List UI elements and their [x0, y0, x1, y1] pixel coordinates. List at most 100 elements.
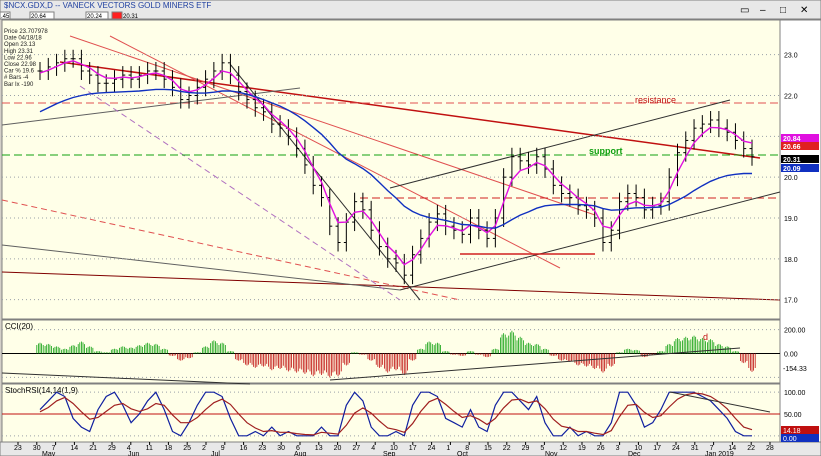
info-line: # Bars -4 — [4, 75, 29, 81]
price-bar — [476, 209, 482, 240]
price-bar — [501, 168, 507, 227]
date-tick-label: 26 — [597, 445, 605, 452]
cci-title: CCI(20) — [5, 322, 33, 331]
price-bar — [360, 192, 366, 219]
price-tick-label: 20.0 — [784, 175, 798, 182]
price-bar — [583, 196, 589, 219]
month-label: Oct — [457, 451, 468, 456]
minimize-icon[interactable]: – — [760, 5, 766, 16]
price-bar — [691, 119, 697, 150]
price-bar — [484, 221, 490, 248]
price-value-label: 20.31 — [781, 155, 819, 164]
price-bar — [550, 160, 556, 195]
date-tick-label: 21 — [89, 445, 97, 452]
stochrsi-axis-ticks: 100.00 50.00 14.180.00 — [781, 390, 819, 443]
date-tick-label: 19 — [578, 445, 586, 452]
price-bar — [534, 147, 540, 174]
info-line: High 23.31 — [4, 49, 34, 55]
month-label: Dec — [628, 451, 641, 456]
date-tick-label: 13 — [315, 445, 323, 452]
date-tick-label: 1 — [446, 445, 450, 452]
trendline-red-bottom — [1, 271, 781, 301]
price-bar — [732, 123, 738, 150]
month-label: Sep — [383, 451, 396, 456]
price-bar — [418, 229, 424, 264]
stochrsi-tick-label: 100.00 — [784, 390, 806, 397]
month-label: Jan 2019 — [705, 451, 734, 456]
price-bar — [261, 98, 267, 121]
price-bar — [87, 62, 93, 85]
date-tick-label: 4 — [127, 445, 131, 452]
price-bar — [567, 184, 573, 207]
date-tick-label: 17 — [409, 445, 417, 452]
price-bar — [641, 188, 647, 219]
price-bar — [70, 49, 76, 68]
price-bar — [385, 237, 391, 268]
date-tick-label: 17 — [653, 445, 661, 452]
stochrsi-trendline — [669, 391, 771, 413]
month-label: Jun — [128, 451, 139, 456]
trendline-red-main — [59, 61, 761, 159]
price-bar — [78, 49, 84, 80]
cci-tick-label: 0.00 — [784, 352, 798, 359]
svg-text:20.84: 20.84 — [783, 136, 801, 143]
date-tick-label: 27 — [352, 445, 360, 452]
date-tick-label: 22 — [747, 445, 755, 452]
date-tick-label: 12 — [559, 445, 567, 452]
channel-upper — [389, 99, 731, 189]
price-bar — [633, 184, 639, 207]
info-line: Low 22.96 — [4, 55, 32, 61]
maximize-icon[interactable]: □ — [780, 5, 786, 16]
stochrsi-signal-line — [39, 392, 753, 436]
price-tick-label: 18.0 — [784, 257, 798, 264]
svg-text:-154.33: -154.33 — [783, 366, 807, 373]
date-tick-label: 24 — [428, 445, 436, 452]
cci-tick-label: 200.00 — [784, 328, 806, 335]
price-bar — [608, 221, 614, 252]
info-line: Open 23.13 — [4, 42, 36, 48]
price-bar — [203, 70, 209, 97]
price-bar — [186, 86, 192, 109]
price-tick-label: 19.0 — [784, 216, 798, 223]
date-tick-label: 9 — [221, 445, 225, 452]
trendline-red-thin-2 — [109, 35, 561, 269]
month-label: Aug — [294, 451, 307, 456]
toolbar-value-3: 20.24 — [87, 14, 103, 20]
price-bar — [468, 209, 474, 244]
cci-panel — [1, 319, 781, 384]
close-icon[interactable]: ✕ — [800, 5, 808, 16]
toolbar-value-1: .45 — [1, 14, 10, 20]
stochrsi-title: StochRSI(14,14(1,9) — [5, 386, 78, 395]
date-tick-label: 23 — [14, 445, 22, 452]
cci-last-value: -154.33 — [781, 364, 819, 373]
trendline-gray-lower — [1, 244, 401, 291]
price-gridlines — [2, 54, 780, 301]
window-controls[interactable]: ▭ – □ ✕ — [740, 5, 808, 16]
info-line: Close 22.98 — [4, 62, 37, 68]
date-tick-label: 22 — [503, 445, 511, 452]
restore-icon[interactable]: ▭ — [740, 5, 749, 16]
stochrsi-gridlines — [2, 391, 780, 437]
cci-trendline-2 — [1, 372, 251, 385]
svg-text:20.66: 20.66 — [783, 144, 801, 151]
date-tick-label: 14 — [728, 445, 736, 452]
svg-text:14.18: 14.18 — [783, 428, 801, 435]
date-tick-label: 6 — [296, 445, 300, 452]
title-bar — [0, 0, 821, 20]
support-annotation: support — [589, 146, 623, 156]
toolbar-value-2: 20.64 — [31, 14, 47, 20]
cci-marker: d — [703, 332, 708, 342]
date-axis: 23 30 7 14 21 29 4 11 18 25 2 9 16 23 30 6 13 20 27 4 10 17 24… — [14, 442, 774, 456]
date-tick-label: 2 — [202, 445, 206, 452]
date-tick-label: 10 — [390, 445, 398, 452]
ema-fast-line — [39, 60, 753, 266]
window-title: $NCX.GDX,D -- VANECK VECTORS GOLD MINERS… — [4, 1, 211, 10]
date-tick-label: 31 — [691, 445, 699, 452]
price-value-label: 20.84 — [781, 134, 819, 143]
date-tick-label: 24 — [672, 445, 680, 452]
price-value-label: 20.66 — [781, 142, 819, 151]
price-bar — [37, 62, 43, 80]
